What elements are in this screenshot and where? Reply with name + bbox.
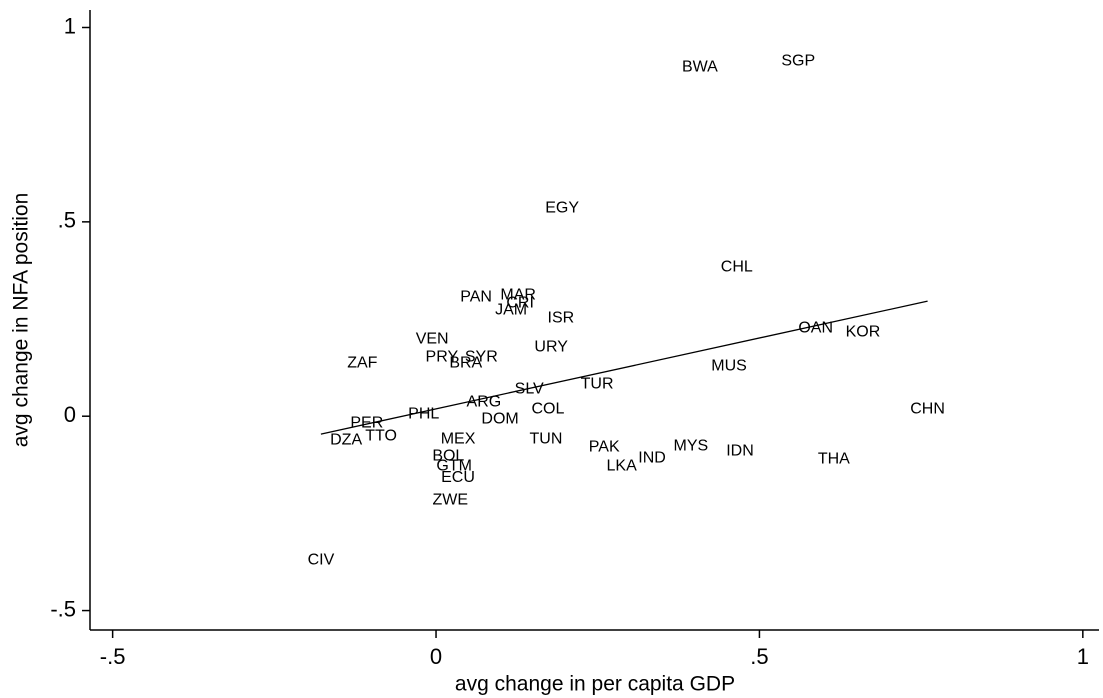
y-axis-title: avg change in NFA position xyxy=(10,193,33,448)
point-label: SGP xyxy=(781,53,815,70)
point-label: TTO xyxy=(365,427,397,444)
point-label: SYR xyxy=(465,348,498,365)
y-tick-label: -.5 xyxy=(50,596,76,621)
x-axis-title: avg change in per capita GDP xyxy=(455,673,735,696)
point-label: VEN xyxy=(416,330,449,347)
point-label: SLV xyxy=(515,381,544,398)
point-label: LKA xyxy=(607,458,638,475)
point-label: MEX xyxy=(441,430,476,447)
point-label: CRI xyxy=(506,295,534,312)
point-label: GTM xyxy=(436,458,472,475)
point-label: PRY xyxy=(426,348,459,365)
point-label: BRA xyxy=(449,355,482,372)
x-tick-label: -.5 xyxy=(100,644,126,669)
y-tick-label: 0 xyxy=(64,402,76,427)
point-label: PAN xyxy=(460,288,492,305)
point-label: URY xyxy=(534,339,568,356)
point-label: MUS xyxy=(711,357,747,374)
point-label: TUR xyxy=(581,376,614,393)
point-label: IND xyxy=(638,449,666,466)
point-label: DOM xyxy=(481,411,518,428)
point-label: COL xyxy=(531,400,564,417)
point-label: KOR xyxy=(846,323,881,340)
point-label: PAK xyxy=(589,439,620,456)
point-label: CHL xyxy=(721,259,753,276)
point-label: BWA xyxy=(682,59,718,76)
point-label: CHN xyxy=(910,400,945,417)
point-label: BOL xyxy=(432,447,464,464)
point-label: ZAF xyxy=(347,355,377,372)
point-label: CIV xyxy=(308,551,335,568)
point-label: ISR xyxy=(548,309,575,326)
fit-line xyxy=(320,300,928,435)
point-label: DZA xyxy=(330,432,362,449)
point-label: ECU xyxy=(441,469,475,486)
point-label: EGY xyxy=(545,199,579,216)
y-tick-label: .5 xyxy=(58,208,76,233)
point-label: THA xyxy=(818,451,850,468)
point-label: MYS xyxy=(674,437,709,454)
point-label: PER xyxy=(350,414,383,431)
point-label: JAM xyxy=(495,302,527,319)
point-label: IDN xyxy=(726,442,754,459)
x-tick-label: 0 xyxy=(430,644,442,669)
point-label: ARG xyxy=(467,393,502,410)
x-tick-label: 1 xyxy=(1077,644,1089,669)
x-tick-label: .5 xyxy=(750,644,768,669)
y-tick-label: 1 xyxy=(64,13,76,38)
point-label: ZWE xyxy=(432,491,468,508)
point-label: MAR xyxy=(500,287,536,304)
point-label: TUN xyxy=(530,430,563,447)
